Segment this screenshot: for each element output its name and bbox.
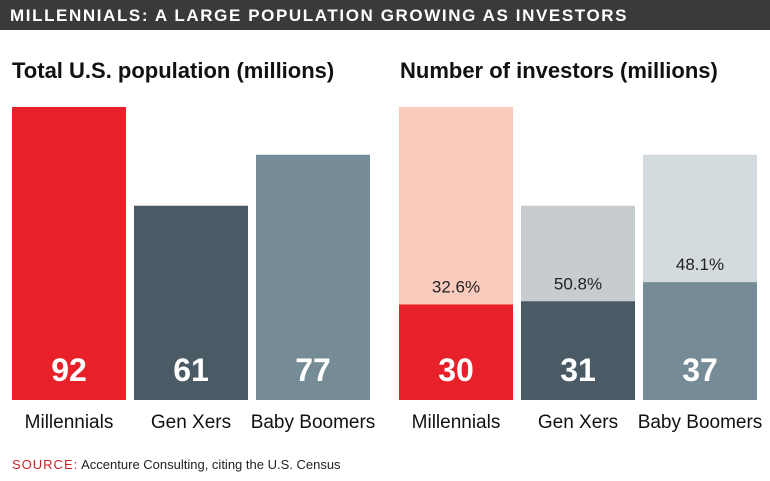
- population-bar-gen-xers: [134, 205, 248, 400]
- banner-title: MILLENNIALS: A LARGE POPULATION GROWING …: [10, 6, 629, 25]
- source-label: SOURCE:: [12, 457, 79, 472]
- investors-percent-label-millennials: 32.6%: [432, 277, 480, 296]
- investors-category-label-baby-boomers: Baby Boomers: [638, 412, 763, 433]
- source-note: SOURCE: Accenture Consulting, citing the…: [12, 457, 341, 472]
- investors-category-label-millennials: Millennials: [412, 412, 501, 433]
- population-value-label-gen-xers: 61: [173, 352, 209, 388]
- investors-value-label-gen-xers: 31: [560, 352, 596, 388]
- investors-percent-label-baby-boomers: 48.1%: [676, 255, 724, 274]
- header-banner: MILLENNIALS: A LARGE POPULATION GROWING …: [0, 0, 770, 30]
- investors-bar-baby-boomers: [643, 282, 757, 400]
- chart-title-population: Total U.S. population (millions): [12, 58, 335, 83]
- investors-category-label-gen-xers: Gen Xers: [538, 412, 618, 433]
- investors-value-label-baby-boomers: 37: [682, 352, 718, 388]
- population-value-label-millennials: 92: [51, 352, 87, 388]
- investors-bar-millennials: [399, 304, 513, 400]
- population-bar-millennials: [12, 107, 126, 400]
- investors-percent-label-gen-xers: 50.8%: [554, 274, 602, 293]
- population-value-label-baby-boomers: 77: [295, 352, 331, 388]
- investors-value-label-millennials: 30: [438, 352, 474, 388]
- population-category-label-gen-xers: Gen Xers: [151, 412, 231, 433]
- population-category-label-baby-boomers: Baby Boomers: [251, 412, 376, 433]
- source-text: Accenture Consulting, citing the U.S. Ce…: [81, 457, 341, 472]
- population-category-label-millennials: Millennials: [25, 412, 114, 433]
- population-bar-baby-boomers: [256, 154, 370, 400]
- chart-title-investors: Number of investors (millions): [400, 58, 718, 83]
- investors-bar-gen-xers: [521, 301, 635, 400]
